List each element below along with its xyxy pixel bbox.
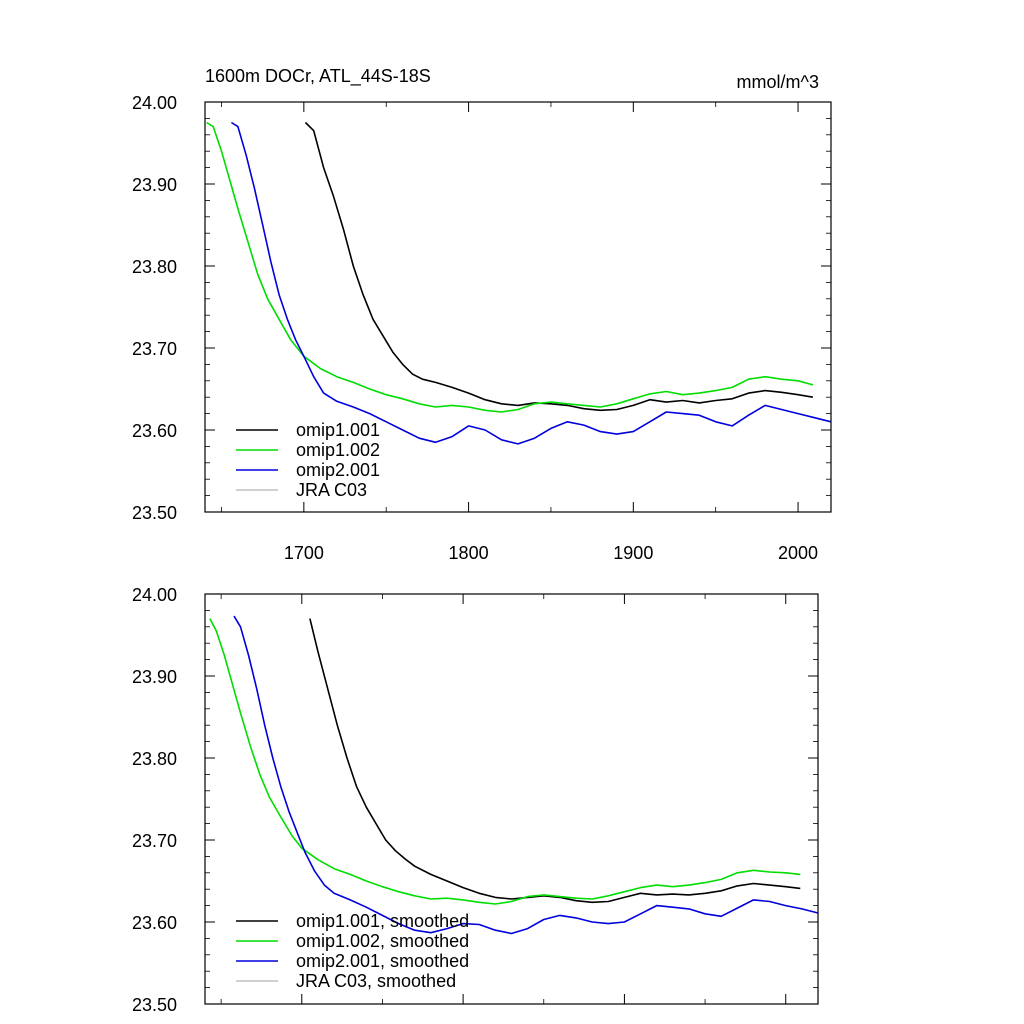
top-tick-layer: 23.50 23.60 23.70 23.80 23.90 24.00 1700 1800 19… [132,93,831,563]
top-ytick-label: 23.60 [132,421,177,441]
top-plot-frame [204,101,832,513]
bottom-series-line-2 [233,615,819,935]
bottom-plot-frame [204,593,819,1005]
bottom-tick-layer: 23.50 23.60 23.70 23.80 23.90 24.00 [132,585,818,1015]
bottom-ytick-label: 23.70 [132,831,177,851]
bottom-legend-label-1: omip1.002, smoothed [296,931,469,951]
top-legend-label-3: JRA C03 [296,480,367,500]
top-xtick-label: 1800 [449,543,489,563]
top-ytick-label: 23.70 [132,339,177,359]
top-xtick-label: 1900 [613,543,653,563]
top-panel-units: mmol/m^3 [737,72,819,92]
bottom-series-line-0 [309,618,801,904]
top-panel: 1600m DOCr, ATL_44S-18S mmol/m^3 23.5023… [132,66,832,563]
bottom-panel: 23.50 23.60 23.70 23.80 23.90 24.00 omip1.001… [132,585,819,1015]
top-legend-label-1: omip1.002 [296,440,380,460]
bottom-legend-label-3: JRA C03, smoothed [296,971,456,991]
bottom-legend-label-0: omip1.001, smoothed [296,911,469,931]
top-series-layer [206,121,832,445]
bottom-series-layer [209,615,819,935]
top-legend-label-2: omip2.001 [296,460,380,480]
top-series-line-1 [206,121,814,413]
bottom-ytick-label: 23.90 [132,667,177,687]
top-xtick-label: 1700 [284,543,324,563]
top-legend-label-0: omip1.001 [296,420,380,440]
bottom-ytick-label: 23.50 [132,995,177,1015]
top-ytick-label: 24.00 [132,93,177,113]
top-series-line-2 [230,121,832,445]
bottom-ytick-label: 23.80 [132,749,177,769]
bottom-legend-label-2: omip2.001, smoothed [296,951,469,971]
top-xtick-label: 2000 [778,543,818,563]
top-panel-title: 1600m DOCr, ATL_44S-18S [205,66,431,87]
bottom-ytick-label: 23.60 [132,913,177,933]
bottom-series-line-1 [209,618,801,905]
top-ytick-label: 23.50 [132,503,177,523]
top-ytick-label: 23.90 [132,175,177,195]
top-ytick-label: 23.80 [132,257,177,277]
bottom-ytick-label: 24.00 [132,585,177,605]
top-series-line-0 [304,121,814,412]
